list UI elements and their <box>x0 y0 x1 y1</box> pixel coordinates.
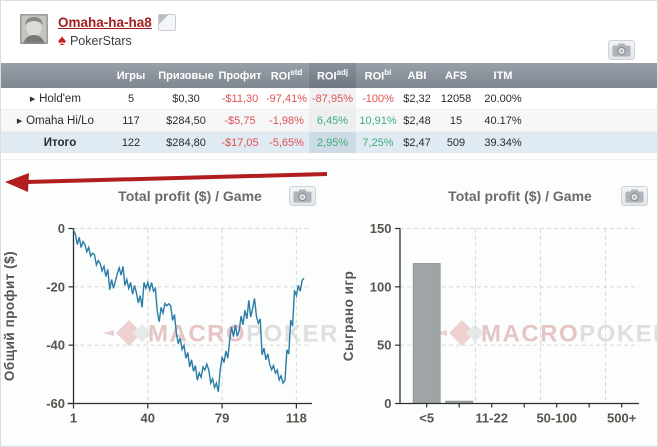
roi-adj-cell: -87,95% <box>309 88 356 110</box>
game-type-label: Omaha Hi/Lo <box>26 114 94 127</box>
charts-section <box>1 159 657 446</box>
left-chart-title: Total profit ($) / Game <box>118 188 262 204</box>
svg-text:100: 100 <box>370 279 392 294</box>
itm-cell: 39.34% <box>484 136 522 149</box>
games-cell: 122 <box>121 136 141 149</box>
svg-text:11-22: 11-22 <box>475 411 508 426</box>
profit-cell: -$17,05 <box>221 136 259 149</box>
chart-camera-button-right[interactable] <box>621 186 648 206</box>
col-header-prizes[interactable]: Призовые <box>156 63 216 88</box>
player-profile-header: Omaha-ha-ha8 ♠ PokerStars <box>20 14 176 48</box>
svg-text:500+: 500+ <box>607 411 637 426</box>
afs-cell: 509 <box>446 136 466 149</box>
macropoker-watermark: MACROPOKER <box>103 320 338 348</box>
col-header-roi-adj[interactable]: ROIadj <box>309 63 356 88</box>
col-header-profit[interactable]: Профит <box>216 63 264 88</box>
camera-icon <box>293 189 312 203</box>
svg-text:40: 40 <box>141 411 155 426</box>
filler-cell <box>528 88 657 110</box>
svg-text:1: 1 <box>70 411 77 426</box>
col-header-games[interactable]: Игры <box>106 63 156 88</box>
profit-cell: -$11,30 <box>216 88 264 110</box>
poker-site-label: PokerStars <box>69 33 132 48</box>
col-header-filler <box>528 63 657 88</box>
game-type-cell[interactable]: ▶ Omaha Hi/Lo <box>1 109 106 132</box>
svg-text:118: 118 <box>286 411 307 426</box>
prizes-cell: $284,50 <box>156 109 216 132</box>
macropoker-watermark: MACROPOKER <box>436 320 658 348</box>
itm-cell: 20.00% <box>478 88 528 110</box>
pokerstars-spade-icon: ♠ <box>58 32 66 49</box>
afs-cell: 15 <box>434 109 478 132</box>
svg-text:-20: -20 <box>46 279 65 294</box>
table-row-total: Итого 122 $284,80 -$17,05 -5,65% 2,95% 7,25% $2… <box>1 131 657 154</box>
profit-series-line <box>72 229 305 392</box>
games-played-bar-chart: MACROPOKER 0 50 100 150 <5 11-22 50-100 500+ Сыгр… <box>341 221 658 426</box>
games-cell: 117 <box>106 109 156 132</box>
camera-icon <box>625 189 644 203</box>
afs-cell: 12058 <box>434 88 478 110</box>
roi-std-cell: -5,65% <box>269 136 304 149</box>
games-cell: 5 <box>106 88 156 110</box>
expand-row-icon[interactable]: ▶ <box>16 117 23 125</box>
svg-text:MACROPOKER: MACROPOKER <box>481 321 658 348</box>
roi-bi-cell: 10,91% <box>356 109 400 132</box>
abi-cell: $2,47 <box>403 136 431 149</box>
svg-text:Сыграно игр: Сыграно игр <box>341 271 356 361</box>
expand-row-icon[interactable]: ▶ <box>29 95 36 103</box>
profit-line-chart-panel: Total profit ($) / Game MACROPOKER 0 -20 -4… <box>1 183 338 446</box>
itm-cell: 40.17% <box>478 109 528 132</box>
game-type-label: Hold'em <box>39 92 81 105</box>
filler-cell <box>528 109 657 132</box>
note-icon[interactable] <box>157 14 176 31</box>
stats-table-container: Игры Призовые Профит ROIstd ROIadj ROIbi ABI AF… <box>1 63 657 154</box>
games-histogram-panel: Total profit ($) / Game MACROPOKER 0 50 100… <box>331 183 658 446</box>
roi-bi-cell: 7,25% <box>362 136 394 149</box>
game-type-cell[interactable]: ▶ Hold'em <box>1 88 106 110</box>
camera-icon <box>612 43 631 57</box>
col-header-game-type <box>1 63 106 88</box>
avatar[interactable] <box>20 14 48 44</box>
svg-text:Общий профит ($): Общий профит ($) <box>2 251 17 381</box>
username-link[interactable]: Omaha-ha-ha8 <box>58 15 152 30</box>
screenshot-camera-button[interactable] <box>608 40 635 60</box>
svg-text:-40: -40 <box>46 338 65 353</box>
table-row-0: ▶ Hold'em 5 $0,30 -$11,30 -97,41% -87,95% -100%… <box>1 88 657 110</box>
prizes-cell: $0,30 <box>156 88 216 110</box>
col-header-roi-std[interactable]: ROIstd <box>264 63 309 88</box>
svg-text:0: 0 <box>58 221 65 236</box>
game-type-label: Итого <box>43 136 77 149</box>
roi-std-cell: -1,98% <box>264 109 309 132</box>
roi-std-cell: -97,41% <box>264 88 309 110</box>
profit-cell: -$5,75 <box>216 109 264 132</box>
svg-text:150: 150 <box>370 221 392 236</box>
player-stats-table: Игры Призовые Профит ROIstd ROIadj ROIbi ABI AF… <box>1 63 657 154</box>
table-row-1: ▶ Omaha Hi/Lo 117 $284,50 -$5,75 -1,98% 6,45% 1… <box>1 109 657 132</box>
svg-text:79: 79 <box>215 411 229 426</box>
col-header-roi-bi[interactable]: ROIbi <box>356 63 400 88</box>
roi-bi-cell: -100% <box>356 88 400 110</box>
total-profit-line-chart: MACROPOKER 0 -20 -40 -60 1 40 79 118 Общий профит… <box>2 221 338 426</box>
prizes-cell: $284,80 <box>166 136 206 149</box>
roi-adj-cell: 2,95% <box>309 131 356 153</box>
filler-cell <box>528 132 657 154</box>
right-chart-title: Total profit ($) / Game <box>448 188 592 204</box>
chart-camera-button-left[interactable] <box>289 186 316 206</box>
bar-<5 <box>412 263 441 404</box>
roi-adj-cell: 6,45% <box>309 109 356 132</box>
abi-cell: $2,32 <box>400 88 434 110</box>
abi-cell: $2,48 <box>400 109 434 132</box>
svg-text:50-100: 50-100 <box>536 411 576 426</box>
col-header-abi[interactable]: ABI <box>400 63 434 88</box>
col-header-itm[interactable]: ITM <box>478 63 528 88</box>
svg-text:-60: -60 <box>46 396 65 411</box>
col-header-afs[interactable]: AFS <box>434 63 478 88</box>
svg-text:0: 0 <box>384 396 391 411</box>
svg-text:<5: <5 <box>419 411 434 426</box>
game-type-cell: Итого <box>1 132 106 154</box>
svg-text:50: 50 <box>377 338 391 353</box>
